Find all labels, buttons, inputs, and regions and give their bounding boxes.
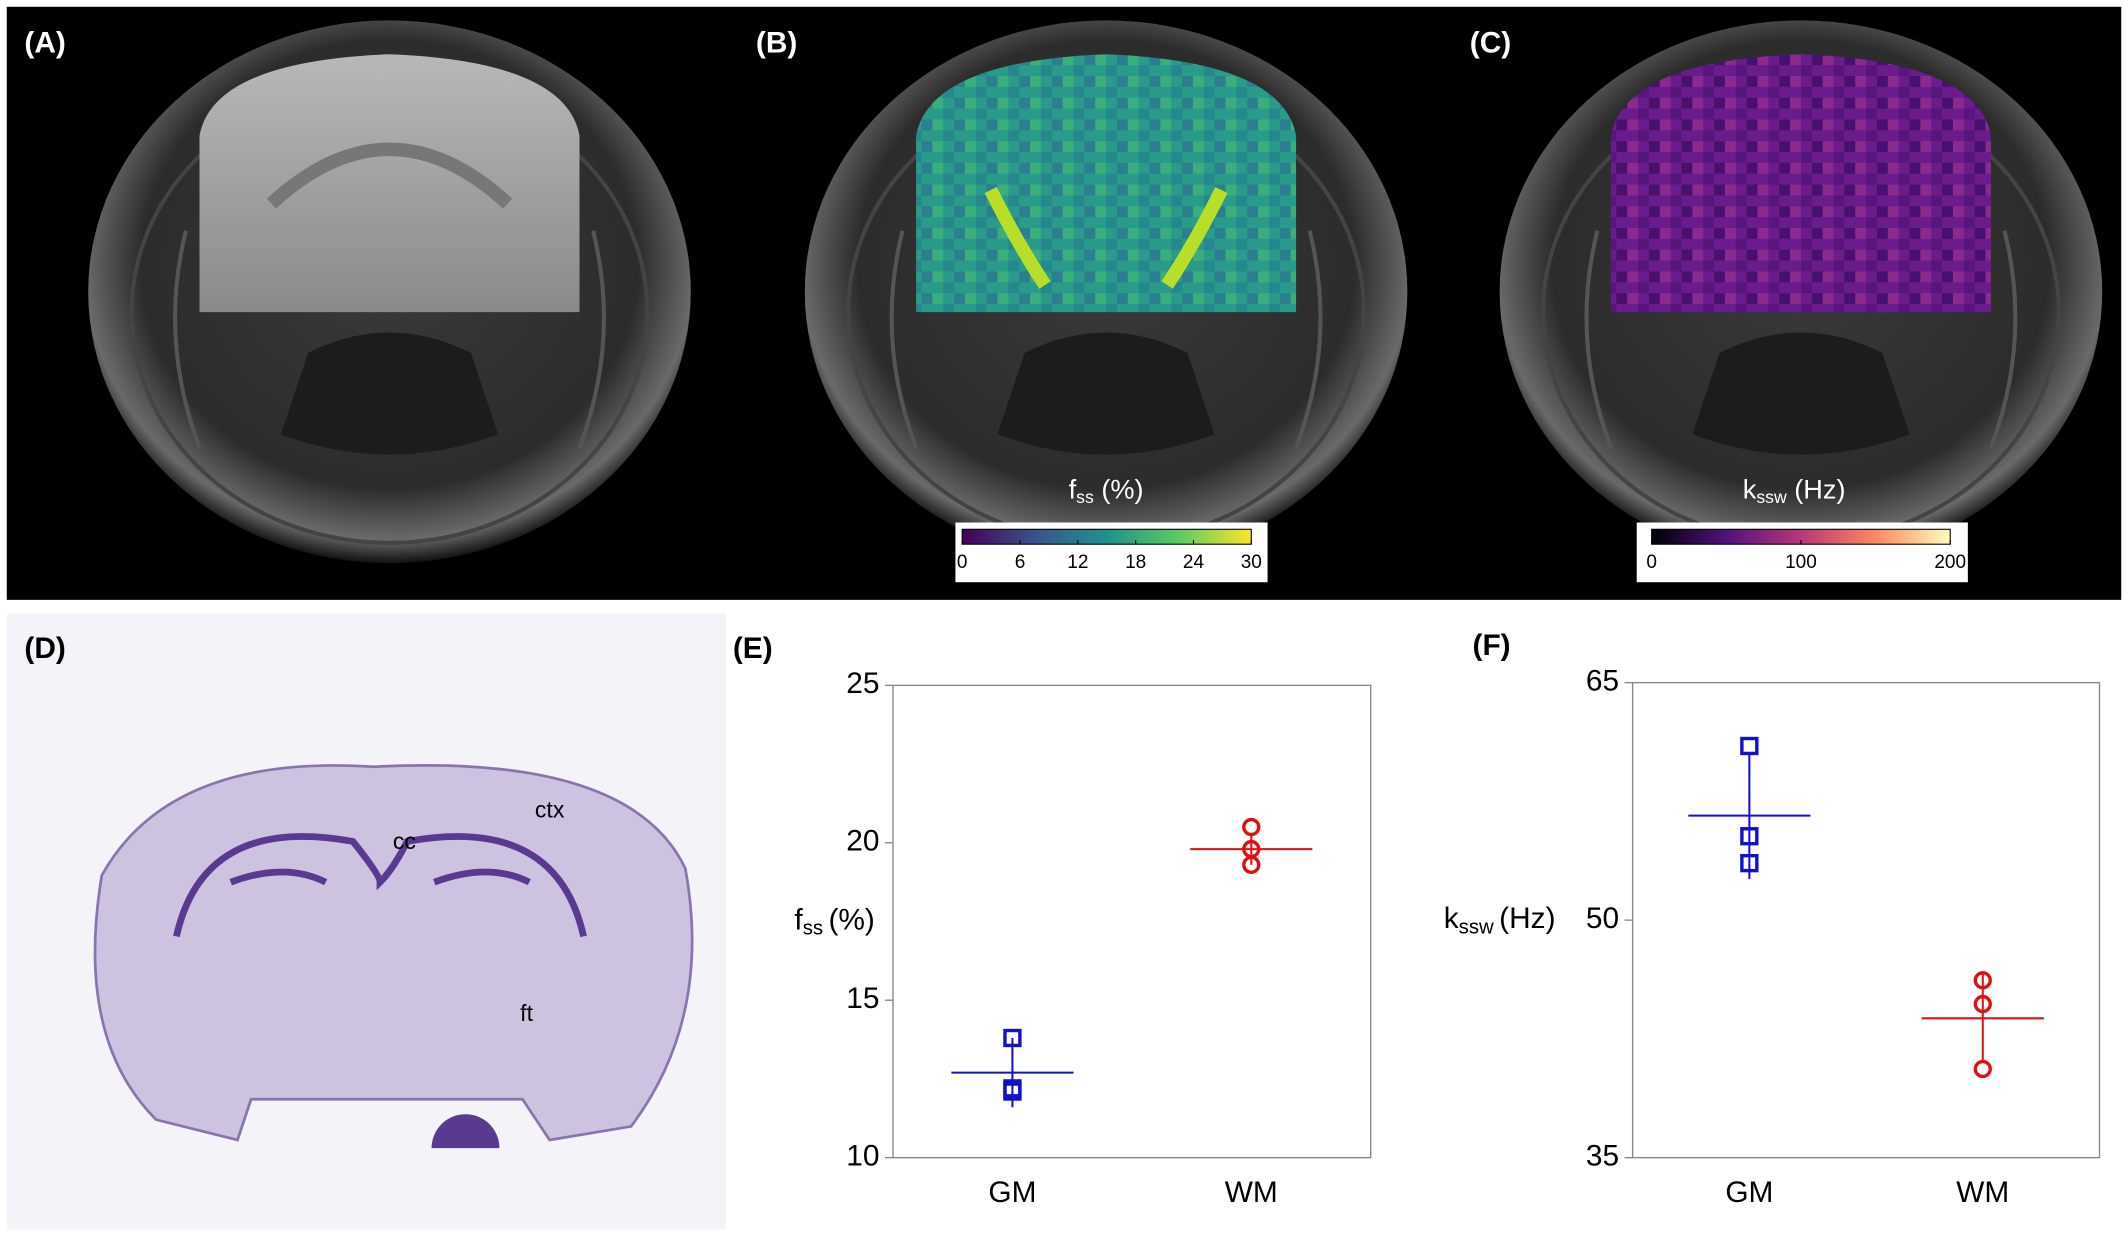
colorbar-tick-label: 18: [1125, 552, 1146, 573]
histology-label: ft: [520, 1000, 533, 1026]
data-point: [1973, 994, 1992, 1014]
data-point: [1973, 971, 1992, 990]
y-axis-label-unit: (Hz): [1499, 902, 1555, 935]
y-axis-label-sub: ssw: [1459, 917, 1494, 939]
y-axis-label-main: f: [794, 903, 803, 936]
x-tick-label: GM: [1725, 1176, 1773, 1209]
mri-brain: [199, 54, 580, 313]
colorbar-tick-label: 0: [1646, 552, 1657, 573]
data-point: [1003, 1082, 1022, 1101]
colorbar-tick-label: 12: [1067, 552, 1088, 573]
data-point: [1242, 855, 1261, 874]
panel-label: (B): [756, 27, 797, 60]
plot-frame: [892, 684, 1372, 1159]
data-point: [1003, 1028, 1022, 1048]
panel-label: (C): [1470, 27, 1511, 60]
colorbar-tick-label: 100: [1785, 552, 1817, 573]
panel-label: (D): [24, 632, 65, 665]
chart: (E) 10 15 20 25 fss (%) GM WM: [733, 632, 1372, 1209]
colorbar-tick-label: 24: [1183, 552, 1205, 573]
y-axis-label-unit: (%): [828, 903, 874, 936]
histology-label: cc: [393, 828, 416, 854]
data-point: [1740, 736, 1759, 756]
x-tick-label: WM: [1225, 1176, 1278, 1209]
panel-label: (F): [1473, 629, 1511, 662]
x-tick-label: WM: [1956, 1176, 2009, 1209]
colorbar-tick-label: 200: [1934, 552, 1966, 573]
colorbar-title: kssw (Hz): [1743, 473, 1846, 506]
y-tick-label: 15: [846, 982, 879, 1015]
panel-label: (E): [733, 632, 773, 665]
colorbar-gradient: [961, 528, 1252, 545]
kssw-map: [1610, 54, 1991, 313]
y-axis-label: kssw (Hz): [1444, 902, 1556, 939]
histology-label: ctx: [535, 797, 565, 823]
colorbar-title: fss (%): [1069, 473, 1144, 506]
histology-structure: [229, 868, 531, 886]
colorbar: fss (%): [955, 473, 1268, 583]
data-point: [1242, 817, 1261, 837]
y-tick-label: 35: [1586, 1140, 1619, 1173]
fss-hotspot: [984, 186, 1228, 289]
y-axis-label: fss (%): [794, 903, 874, 940]
fss-map: [916, 54, 1297, 313]
y-tick-label: 65: [1586, 665, 1619, 698]
panel-label: (A): [24, 27, 65, 60]
y-tick-label: 10: [846, 1140, 879, 1173]
y-tick-label: 50: [1586, 902, 1619, 935]
histology-structure: [173, 833, 587, 938]
colorbar-tick-label: 30: [1241, 552, 1262, 573]
colorbar-tick-label: 0: [957, 552, 968, 573]
mri-structure: [266, 142, 513, 209]
colorbar: kssw (Hz): [1636, 473, 1968, 583]
y-axis-label-sub: ss: [803, 918, 823, 940]
y-tick-label: 20: [846, 825, 879, 858]
data-point: [1740, 827, 1759, 846]
chart: (F) 35 50 65 kssw (Hz) GM WM: [1444, 629, 2101, 1209]
y-axis-label-main: k: [1444, 902, 1459, 935]
colorbar-tick-label: 6: [1015, 552, 1026, 573]
data-point: [1973, 1059, 1992, 1079]
histology-structure: [431, 1114, 500, 1149]
histology-section: [93, 764, 694, 1142]
data-point: [1740, 853, 1759, 873]
x-tick-label: GM: [988, 1176, 1036, 1209]
plot-frame: [1631, 681, 2101, 1159]
y-tick-label: 25: [846, 667, 879, 700]
